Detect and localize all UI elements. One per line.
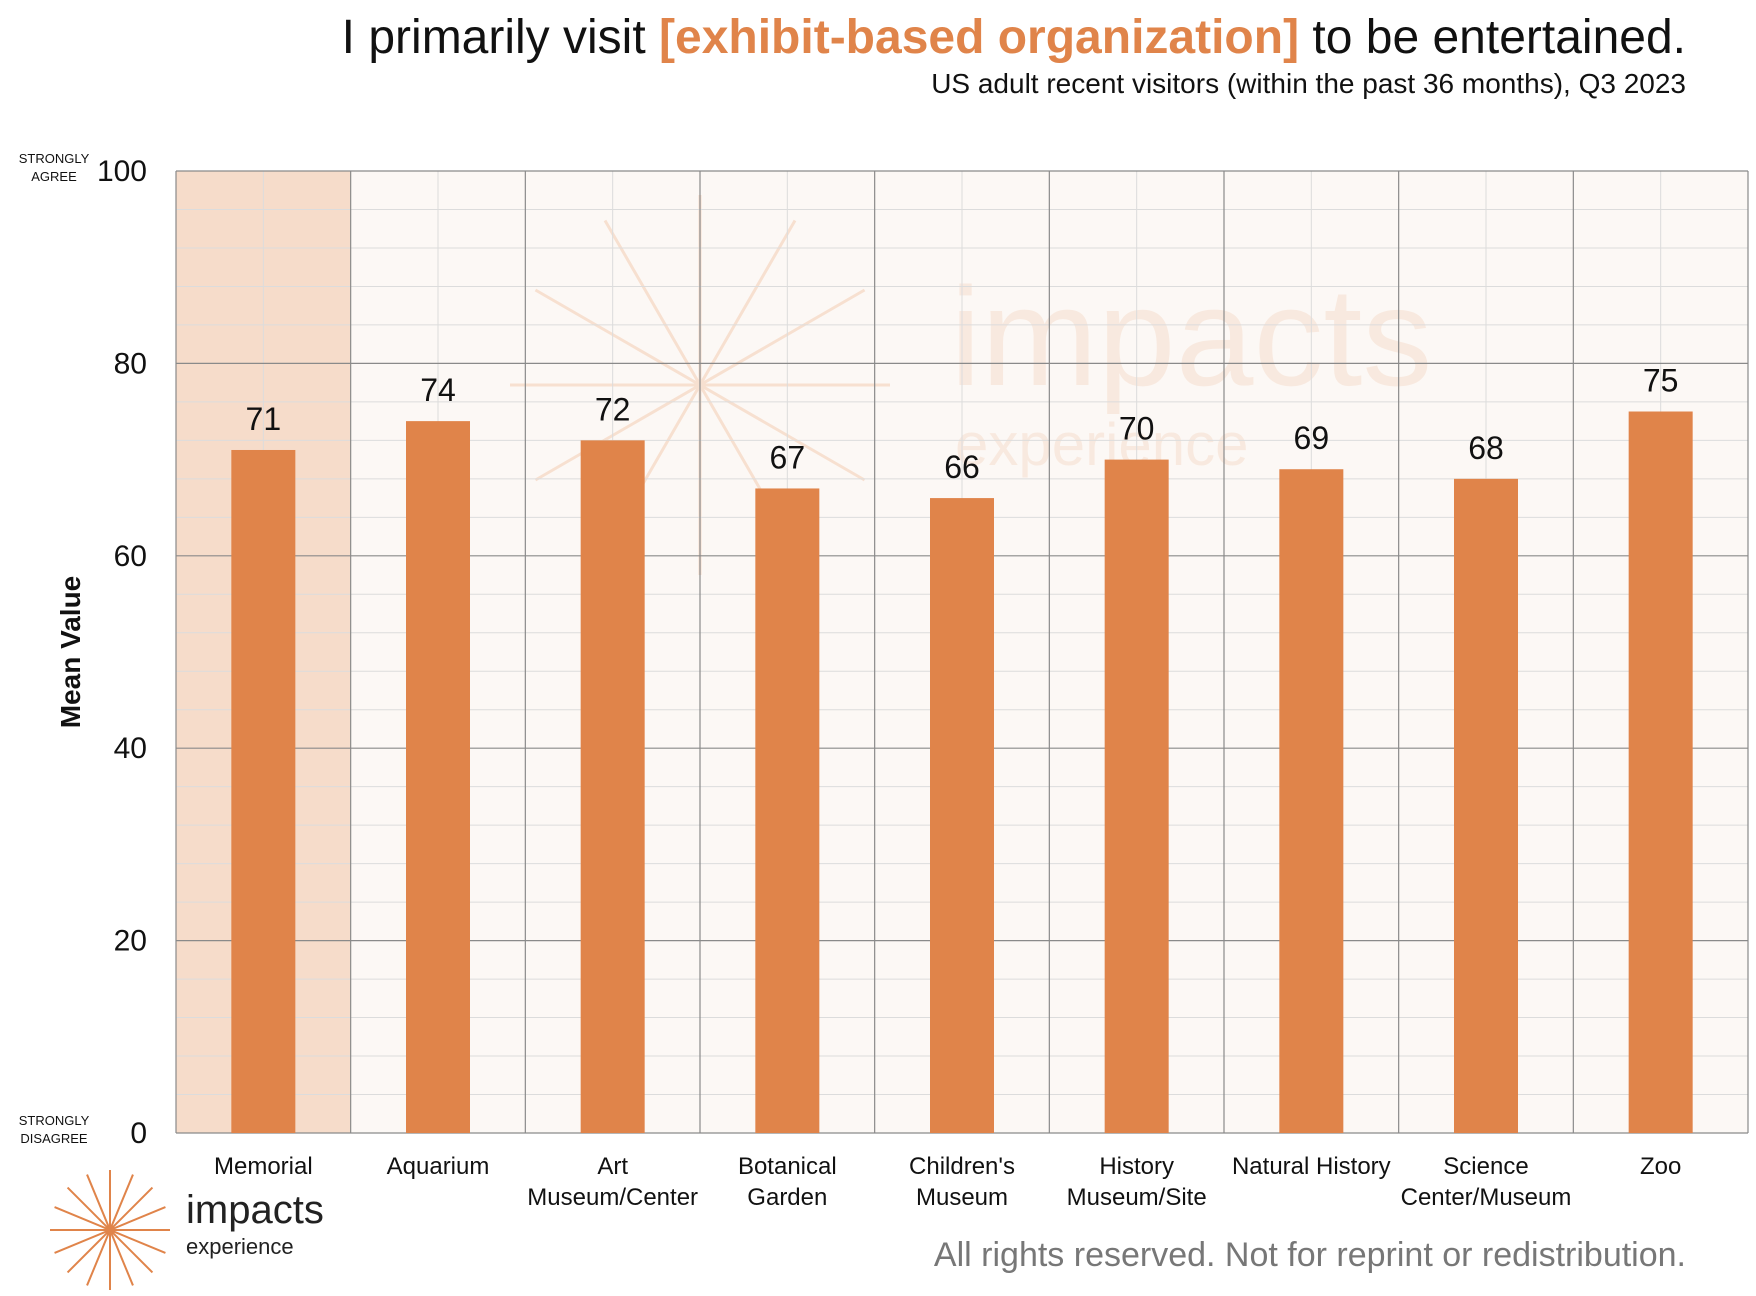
bar bbox=[1628, 411, 1693, 1133]
category-label: Memorial bbox=[214, 1153, 313, 1180]
y-tick-label: 60 bbox=[114, 540, 147, 573]
category-label: Botanical Garden bbox=[738, 1153, 837, 1211]
chart-subtitle: US adult recent visitors (within the pas… bbox=[931, 68, 1686, 99]
y-tick-label: 100 bbox=[97, 155, 147, 188]
bar bbox=[930, 498, 994, 1134]
data-label: 71 bbox=[246, 401, 282, 437]
y-tick-label: 0 bbox=[130, 1117, 147, 1150]
bar bbox=[1279, 469, 1344, 1134]
y-tick-label: 80 bbox=[114, 347, 147, 380]
chart-title: I primarily visit [exhibit-based organiz… bbox=[342, 10, 1686, 65]
bar bbox=[406, 421, 470, 1133]
y-axis-label: Mean Value bbox=[55, 576, 86, 729]
copyright-footer: All rights reserved. Not for reprint or … bbox=[933, 1236, 1686, 1274]
logo-subtext: experience bbox=[186, 1234, 294, 1259]
data-label: 70 bbox=[1119, 411, 1155, 447]
category-label: Children's Museum bbox=[909, 1153, 1015, 1211]
category-label: Art Museum/Center bbox=[527, 1153, 698, 1211]
bar bbox=[755, 488, 820, 1134]
starburst-ray bbox=[54, 1206, 166, 1254]
data-label: 66 bbox=[944, 449, 980, 485]
y-anchor-bottom: STRONGLY DISAGREE bbox=[19, 1113, 90, 1146]
data-label: 75 bbox=[1643, 363, 1679, 399]
data-label: 74 bbox=[420, 372, 456, 408]
data-label: 69 bbox=[1294, 420, 1330, 456]
category-label: Science Center/Museum bbox=[1401, 1153, 1572, 1211]
watermark-subtext: experience bbox=[955, 411, 1249, 478]
y-tick-label: 40 bbox=[114, 732, 147, 765]
title-highlight: [exhibit-based organization] bbox=[659, 11, 1300, 64]
logo-wordmark: impacts bbox=[186, 1188, 324, 1232]
category-label: Aquarium bbox=[387, 1153, 490, 1180]
category-label: Zoo bbox=[1640, 1153, 1681, 1180]
data-label: 72 bbox=[595, 391, 631, 427]
y-tick-label: 20 bbox=[114, 925, 147, 958]
bar bbox=[1454, 478, 1518, 1134]
watermark-word: impacts bbox=[950, 258, 1432, 415]
bar bbox=[1104, 459, 1169, 1134]
data-label: 68 bbox=[1468, 430, 1504, 466]
bar bbox=[231, 449, 296, 1134]
category-label: Natural History bbox=[1232, 1153, 1391, 1180]
data-label: 67 bbox=[770, 439, 806, 475]
title-after: to be entertained. bbox=[1299, 11, 1686, 64]
title-before: I primarily visit bbox=[341, 11, 660, 64]
bar bbox=[580, 440, 645, 1133]
starburst-icon bbox=[50, 1170, 170, 1290]
y-anchor-top: STRONGLY AGREE bbox=[19, 151, 90, 184]
category-label: History Museum/Site bbox=[1067, 1153, 1207, 1211]
